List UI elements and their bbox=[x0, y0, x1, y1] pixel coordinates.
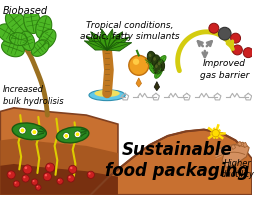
Polygon shape bbox=[31, 40, 49, 56]
Circle shape bbox=[133, 59, 139, 65]
Polygon shape bbox=[6, 11, 28, 35]
Circle shape bbox=[33, 130, 36, 134]
Circle shape bbox=[13, 181, 20, 187]
Circle shape bbox=[21, 128, 24, 132]
Polygon shape bbox=[0, 164, 118, 195]
Polygon shape bbox=[105, 29, 114, 50]
Text: Increased
bulk hydrolisis: Increased bulk hydrolisis bbox=[3, 85, 64, 106]
Circle shape bbox=[31, 179, 38, 185]
Circle shape bbox=[232, 45, 242, 55]
Text: Tropical conditions,
acidic, fatty simulants: Tropical conditions, acidic, fatty simul… bbox=[80, 21, 180, 41]
Ellipse shape bbox=[12, 123, 46, 140]
Polygon shape bbox=[39, 29, 56, 49]
Text: Improved
gas barrier: Improved gas barrier bbox=[200, 59, 249, 80]
Polygon shape bbox=[143, 58, 154, 67]
Circle shape bbox=[243, 48, 253, 58]
Circle shape bbox=[7, 171, 15, 179]
Circle shape bbox=[76, 132, 80, 136]
Ellipse shape bbox=[158, 62, 160, 65]
Circle shape bbox=[9, 172, 11, 175]
Circle shape bbox=[36, 186, 38, 187]
Circle shape bbox=[36, 185, 41, 190]
Circle shape bbox=[64, 134, 68, 138]
Circle shape bbox=[23, 165, 32, 174]
Circle shape bbox=[24, 166, 27, 169]
Circle shape bbox=[74, 131, 81, 138]
Polygon shape bbox=[0, 24, 21, 43]
Ellipse shape bbox=[156, 59, 165, 71]
Polygon shape bbox=[148, 62, 156, 74]
Ellipse shape bbox=[149, 54, 152, 57]
Polygon shape bbox=[91, 130, 252, 195]
Ellipse shape bbox=[56, 127, 89, 143]
Circle shape bbox=[23, 176, 26, 178]
Circle shape bbox=[212, 130, 219, 137]
Polygon shape bbox=[86, 36, 107, 50]
Circle shape bbox=[43, 173, 51, 181]
Polygon shape bbox=[2, 39, 24, 57]
Text: Sustainable
food packaging: Sustainable food packaging bbox=[105, 141, 249, 180]
Circle shape bbox=[58, 179, 60, 181]
Circle shape bbox=[69, 165, 77, 173]
Circle shape bbox=[129, 55, 149, 75]
Text: Higher
ductility: Higher ductility bbox=[220, 159, 254, 179]
Circle shape bbox=[88, 172, 91, 175]
Polygon shape bbox=[155, 67, 163, 78]
Polygon shape bbox=[136, 78, 142, 87]
Ellipse shape bbox=[154, 62, 162, 74]
Polygon shape bbox=[157, 56, 166, 66]
Polygon shape bbox=[20, 31, 35, 51]
Polygon shape bbox=[107, 42, 131, 51]
Ellipse shape bbox=[155, 64, 158, 68]
Circle shape bbox=[67, 175, 75, 182]
Ellipse shape bbox=[153, 57, 156, 61]
Polygon shape bbox=[85, 41, 107, 50]
Polygon shape bbox=[9, 33, 27, 46]
Circle shape bbox=[47, 165, 50, 167]
Ellipse shape bbox=[95, 90, 120, 97]
Circle shape bbox=[14, 182, 16, 184]
Circle shape bbox=[230, 33, 240, 43]
Circle shape bbox=[45, 174, 47, 176]
Circle shape bbox=[22, 175, 29, 182]
Ellipse shape bbox=[152, 55, 160, 67]
Circle shape bbox=[57, 178, 63, 184]
Circle shape bbox=[31, 129, 38, 136]
Polygon shape bbox=[91, 32, 107, 50]
Circle shape bbox=[87, 171, 95, 178]
Polygon shape bbox=[107, 37, 129, 50]
Polygon shape bbox=[222, 142, 249, 168]
Polygon shape bbox=[107, 32, 123, 50]
Polygon shape bbox=[154, 82, 160, 91]
Polygon shape bbox=[24, 8, 40, 34]
Ellipse shape bbox=[147, 51, 156, 63]
Polygon shape bbox=[0, 139, 118, 195]
Circle shape bbox=[69, 176, 71, 178]
Text: Biobased: Biobased bbox=[3, 6, 48, 16]
Polygon shape bbox=[0, 108, 118, 195]
Ellipse shape bbox=[89, 90, 125, 101]
Polygon shape bbox=[231, 144, 235, 149]
Polygon shape bbox=[100, 29, 109, 50]
Polygon shape bbox=[237, 141, 242, 147]
Circle shape bbox=[19, 127, 26, 134]
Circle shape bbox=[70, 167, 73, 169]
Circle shape bbox=[46, 163, 54, 172]
Circle shape bbox=[209, 23, 219, 33]
Circle shape bbox=[63, 133, 70, 139]
Polygon shape bbox=[36, 16, 52, 39]
Circle shape bbox=[219, 27, 231, 40]
Polygon shape bbox=[243, 142, 247, 148]
Circle shape bbox=[33, 180, 34, 182]
